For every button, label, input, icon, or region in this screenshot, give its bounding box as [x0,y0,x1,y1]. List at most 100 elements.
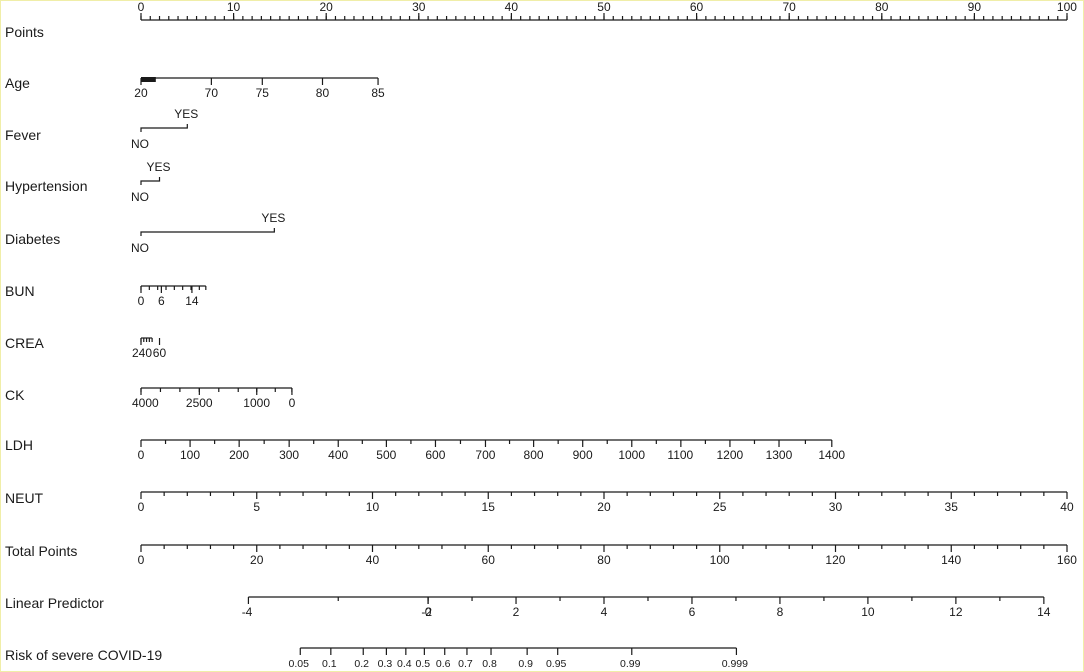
risk-of-severe-covid-19-tick-label: 0.6 [436,658,451,670]
total-points-tick-label: 140 [941,553,961,567]
diabetes-level-yes: YES [261,211,285,225]
risk-of-severe-covid-19-tick-label: 0.999 [722,658,748,670]
fever-level-yes: YES [174,107,198,121]
total-points-tick-label: 40 [366,553,380,567]
neut-tick-label: 10 [366,500,380,514]
linear-predictor-tick-label: 2 [513,605,520,619]
fever-binary-line [140,124,188,132]
neut-tick-label: 0 [138,500,145,514]
linear-predictor-tick-label: 10 [861,605,875,619]
bun-tick-label: 14 [185,294,199,308]
risk-of-severe-covid-19-tick-label: 0.4 [397,658,412,670]
total-points-tick-label: 160 [1057,553,1077,567]
risk-of-severe-covid-19-tick-label: 0.1 [322,658,337,670]
neut-row-label: NEUT [5,490,44,506]
bun-row-label: BUN [5,283,35,299]
ck-tick-label: 2500 [186,396,213,410]
risk-of-severe-covid-19-tick-label: 0.7 [458,658,473,670]
points-tick-label: 10 [227,0,241,14]
neut-tick-label: 25 [713,500,727,514]
age-tick-label: 75 [256,86,270,100]
total-points-row-label: Total Points [5,543,77,559]
risk-of-severe-covid-19-row-label: Risk of severe COVID-19 [5,647,162,663]
age-tick-label: 20 [134,86,148,100]
points-tick-label: 80 [875,0,889,14]
fever-level-no: NO [131,137,149,151]
ldh-tick-label: 1100 [667,448,693,462]
linear-predictor-tick-label: 12 [949,605,963,619]
crea-row-label: CREA [5,335,45,351]
points-tick-label: 100 [1057,0,1077,14]
linear-predictor-tick-label: 4 [601,605,608,619]
ldh-tick-label: 900 [573,448,593,462]
risk-of-severe-covid-19-tick-label: 0.2 [354,658,369,670]
linear-predictor-row-label: Linear Predictor [5,595,104,611]
points-row-label: Points [5,24,44,40]
hypertension-level-yes: YES [147,160,171,174]
ck-tick-label: 1000 [243,396,270,410]
ck-row-label: CK [5,387,25,403]
ldh-tick-label: 500 [376,448,396,462]
age-row-label: Age [5,75,30,91]
crea-tick-label: 60 [153,346,167,360]
ldh-tick-label: 800 [524,448,544,462]
diabetes-level-no: NO [131,241,149,255]
linear-predictor-tick-label: 0 [425,605,432,619]
points-tick-label: 30 [412,0,426,14]
ldh-tick-label: 100 [180,448,200,462]
risk-of-severe-covid-19-tick-label: 0.5 [416,658,431,670]
risk-of-severe-covid-19-tick-label: 0.3 [378,658,393,670]
total-points-tick-label: 120 [825,553,845,567]
linear-predictor-tick-label: -2 [421,605,432,619]
hypertension-level-no: NO [131,190,149,204]
ldh-tick-label: 200 [229,448,249,462]
age-tick-label: 85 [371,86,385,100]
ldh-tick-label: 0 [138,448,145,462]
ldh-tick-label: 1200 [716,448,743,462]
age-tick-label: 70 [205,86,219,100]
crea-tick-label: 240 [132,346,152,360]
bun-tick-label: 0 [138,294,145,308]
linear-predictor-tick-label: 6 [689,605,696,619]
points-tick-label: 90 [968,0,982,14]
risk-of-severe-covid-19-tick-label: 0.99 [620,658,641,670]
total-points-tick-label: 20 [250,553,264,567]
points-tick-label: 50 [597,0,611,14]
ldh-tick-label: 1300 [766,448,793,462]
points-tick-label: 0 [138,0,145,14]
risk-of-severe-covid-19-tick-label: 0.05 [289,658,310,670]
ldh-tick-label: 600 [425,448,445,462]
hypertension-row-label: Hypertension [5,178,88,194]
ck-tick-label: 4000 [132,396,159,410]
hypertension-binary-line [140,177,161,185]
points-tick-label: 20 [319,0,333,14]
neut-tick-label: 35 [945,500,959,514]
risk-of-severe-covid-19-tick-label: 0.9 [518,658,533,670]
linear-predictor-tick-label: -4 [242,605,253,619]
diabetes-binary-line [140,228,275,236]
fever-row-label: Fever [5,127,41,143]
ldh-tick-label: 700 [475,448,495,462]
age-thick-segment [141,77,156,82]
neut-tick-label: 15 [482,500,496,514]
ck-tick-label: 0 [289,396,296,410]
total-points-tick-label: 80 [597,553,611,567]
diabetes-row-label: Diabetes [5,231,60,247]
ldh-tick-label: 300 [279,448,299,462]
points-tick-label: 70 [782,0,796,14]
neut-tick-label: 20 [597,500,611,514]
risk-of-severe-covid-19-tick-label: 0.95 [546,658,567,670]
total-points-tick-label: 100 [710,553,730,567]
neut-tick-label: 5 [253,500,260,514]
ldh-tick-label: 400 [328,448,348,462]
total-points-tick-label: 0 [138,553,145,567]
neut-tick-label: 40 [1060,500,1074,514]
points-tick-label: 60 [690,0,704,14]
total-points-tick-label: 60 [482,553,496,567]
ldh-tick-label: 1400 [818,448,845,462]
neut-tick-label: 30 [829,500,843,514]
linear-predictor-tick-label: 14 [1037,605,1051,619]
bun-tick-label: 6 [158,294,165,308]
linear-predictor-tick-label: 8 [777,605,784,619]
